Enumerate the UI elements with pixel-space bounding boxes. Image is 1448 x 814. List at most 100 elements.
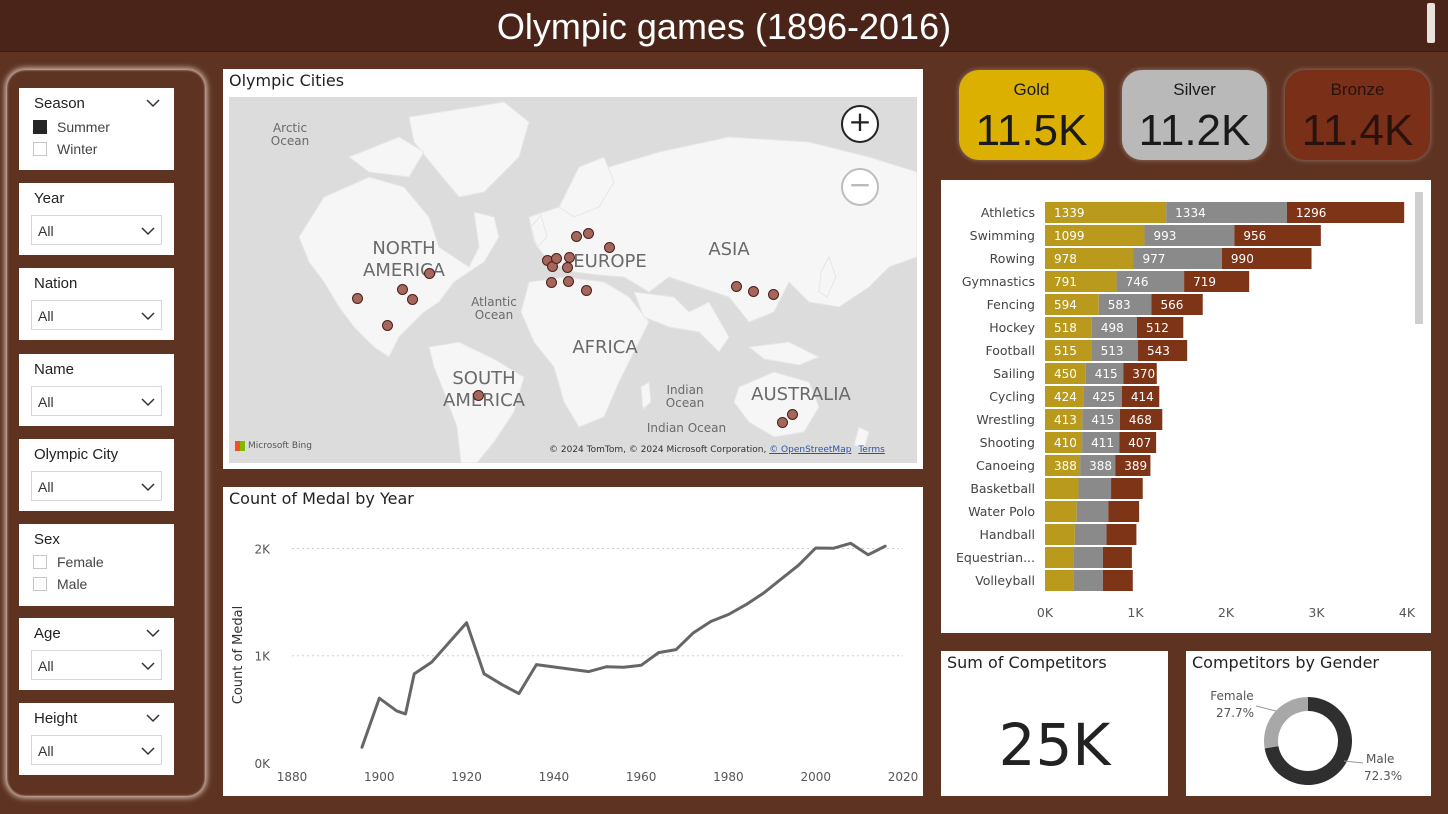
bar-bronze [1102, 570, 1133, 591]
season-option-winter[interactable]: Winter [33, 139, 97, 159]
bing-logo: Microsoft Bing [235, 441, 312, 451]
city-pin[interactable] [424, 268, 435, 279]
city-pin[interactable] [571, 231, 582, 242]
city-pin[interactable] [407, 294, 418, 305]
data-point [727, 613, 730, 616]
city-pin[interactable] [731, 281, 742, 292]
sex-option-male[interactable]: Male [33, 574, 87, 594]
bar-silver [1073, 547, 1103, 568]
data-label: 415 [1095, 367, 1118, 381]
data-label: 978 [1054, 252, 1077, 266]
map-title: Olympic Cities [229, 71, 345, 90]
city-pin[interactable] [546, 277, 557, 288]
data-label: 518 [1054, 321, 1077, 335]
name-dropdown[interactable]: All [31, 386, 162, 416]
x-tick-label: 3K [1308, 605, 1325, 620]
city-pin[interactable] [777, 417, 788, 428]
map-label-africa: AFRICA [572, 337, 638, 358]
city-pin[interactable] [768, 289, 779, 300]
data-point [395, 709, 398, 713]
bar-bronze [1136, 317, 1184, 338]
dropdown-value: All [38, 743, 54, 759]
checkbox-winter[interactable] [33, 142, 47, 156]
x-tick-label: 1880 [277, 770, 308, 784]
donut-slice-female [1264, 697, 1308, 749]
zoom-out-button[interactable]: − [841, 168, 879, 206]
plus-icon: + [848, 105, 872, 138]
checkbox-male[interactable] [33, 577, 47, 591]
season-slicer: Season Summer Winter [19, 88, 174, 170]
city-pin[interactable] [583, 228, 594, 239]
bar-gold [1045, 501, 1077, 522]
chart-scrollbar[interactable] [1415, 192, 1423, 324]
data-label: 411 [1091, 436, 1114, 450]
world-map[interactable]: Arctic Ocean NORTH AMERICA EUROPE ASIA A… [229, 97, 917, 463]
sex-option-female[interactable]: Female [33, 552, 104, 572]
y-axis-label: Count of Medal [231, 606, 246, 704]
data-label: 594 [1054, 298, 1077, 312]
name-slicer: Name All [19, 354, 174, 426]
data-label: 1099 [1054, 229, 1085, 243]
map-label-south-america: AMERICA [443, 390, 525, 411]
city-pin[interactable] [564, 252, 575, 263]
season-option-summer[interactable]: Summer [33, 117, 110, 137]
gold-kpi-label: Gold [1013, 80, 1050, 99]
city-pin[interactable] [551, 253, 562, 264]
male-leader-line [1343, 760, 1364, 764]
bronze-kpi-value: 11.4K [1301, 106, 1414, 155]
city-pin[interactable] [581, 285, 592, 296]
bar-gold [1045, 363, 1086, 384]
city-pin[interactable] [562, 262, 573, 273]
data-label: 413 [1054, 413, 1077, 427]
terms-link[interactable]: Terms [858, 445, 885, 455]
category-label: Fencing [987, 297, 1035, 312]
city-pin[interactable] [787, 409, 798, 420]
city-pin[interactable] [352, 293, 363, 304]
nation-dropdown[interactable]: All [31, 300, 162, 330]
map-label-north: NORTH [372, 238, 436, 259]
map-label-europe: EUROPE [573, 251, 647, 272]
chevron-down-icon [141, 227, 155, 236]
data-point [605, 665, 608, 668]
city-pin[interactable] [473, 390, 484, 401]
age-slicer-title: Age [34, 625, 61, 642]
name-slicer-title: Name [34, 361, 75, 378]
age-dropdown[interactable]: All [31, 650, 162, 680]
zoom-in-button[interactable]: + [841, 105, 879, 143]
city-pin[interactable] [563, 276, 574, 287]
bar-bronze [1119, 432, 1157, 453]
checkbox-summer[interactable] [33, 120, 47, 134]
bar-bronze [1221, 248, 1312, 269]
data-point [849, 542, 852, 545]
map-label-atlantic: Atlantic Ocean [471, 295, 517, 322]
osm-link[interactable]: © OpenStreetMap [769, 445, 852, 455]
bar-bronze [1111, 478, 1143, 499]
data-label: 990 [1231, 252, 1254, 266]
city-pin[interactable] [397, 284, 408, 295]
city-pin[interactable] [748, 286, 759, 297]
category-label: Basketball [970, 481, 1035, 496]
page-scrollbar[interactable] [1427, 3, 1435, 43]
category-label: Wrestling [976, 412, 1035, 427]
bar-gold [1045, 455, 1081, 476]
data-point [482, 672, 486, 675]
competitors-by-gender-card: Competitors by Gender Female 27.7% Male 72.… [1186, 651, 1431, 796]
city-pin[interactable] [382, 320, 393, 331]
olympic-city-dropdown[interactable]: All [31, 471, 162, 501]
chevron-down-icon[interactable] [146, 96, 160, 110]
chevron-down-icon[interactable] [146, 711, 160, 725]
height-slicer: Height All [19, 703, 174, 775]
category-label: Shooting [980, 435, 1035, 450]
checkbox-female[interactable] [33, 555, 47, 569]
dropdown-value: All [38, 394, 54, 410]
height-dropdown[interactable]: All [31, 735, 162, 765]
data-point [587, 670, 590, 673]
data-point [465, 621, 468, 624]
chevron-down-icon[interactable] [146, 626, 160, 640]
sex-slicer-title: Sex [34, 531, 60, 548]
city-pin[interactable] [604, 242, 615, 253]
bar-gold [1045, 271, 1117, 292]
medals-by-sport-chart: Athletics 1339 1334 1296 Swimming 1099 993 956 R… [956, 202, 1416, 620]
year-dropdown[interactable]: All [31, 215, 162, 245]
year-slicer: Year All [19, 183, 174, 255]
